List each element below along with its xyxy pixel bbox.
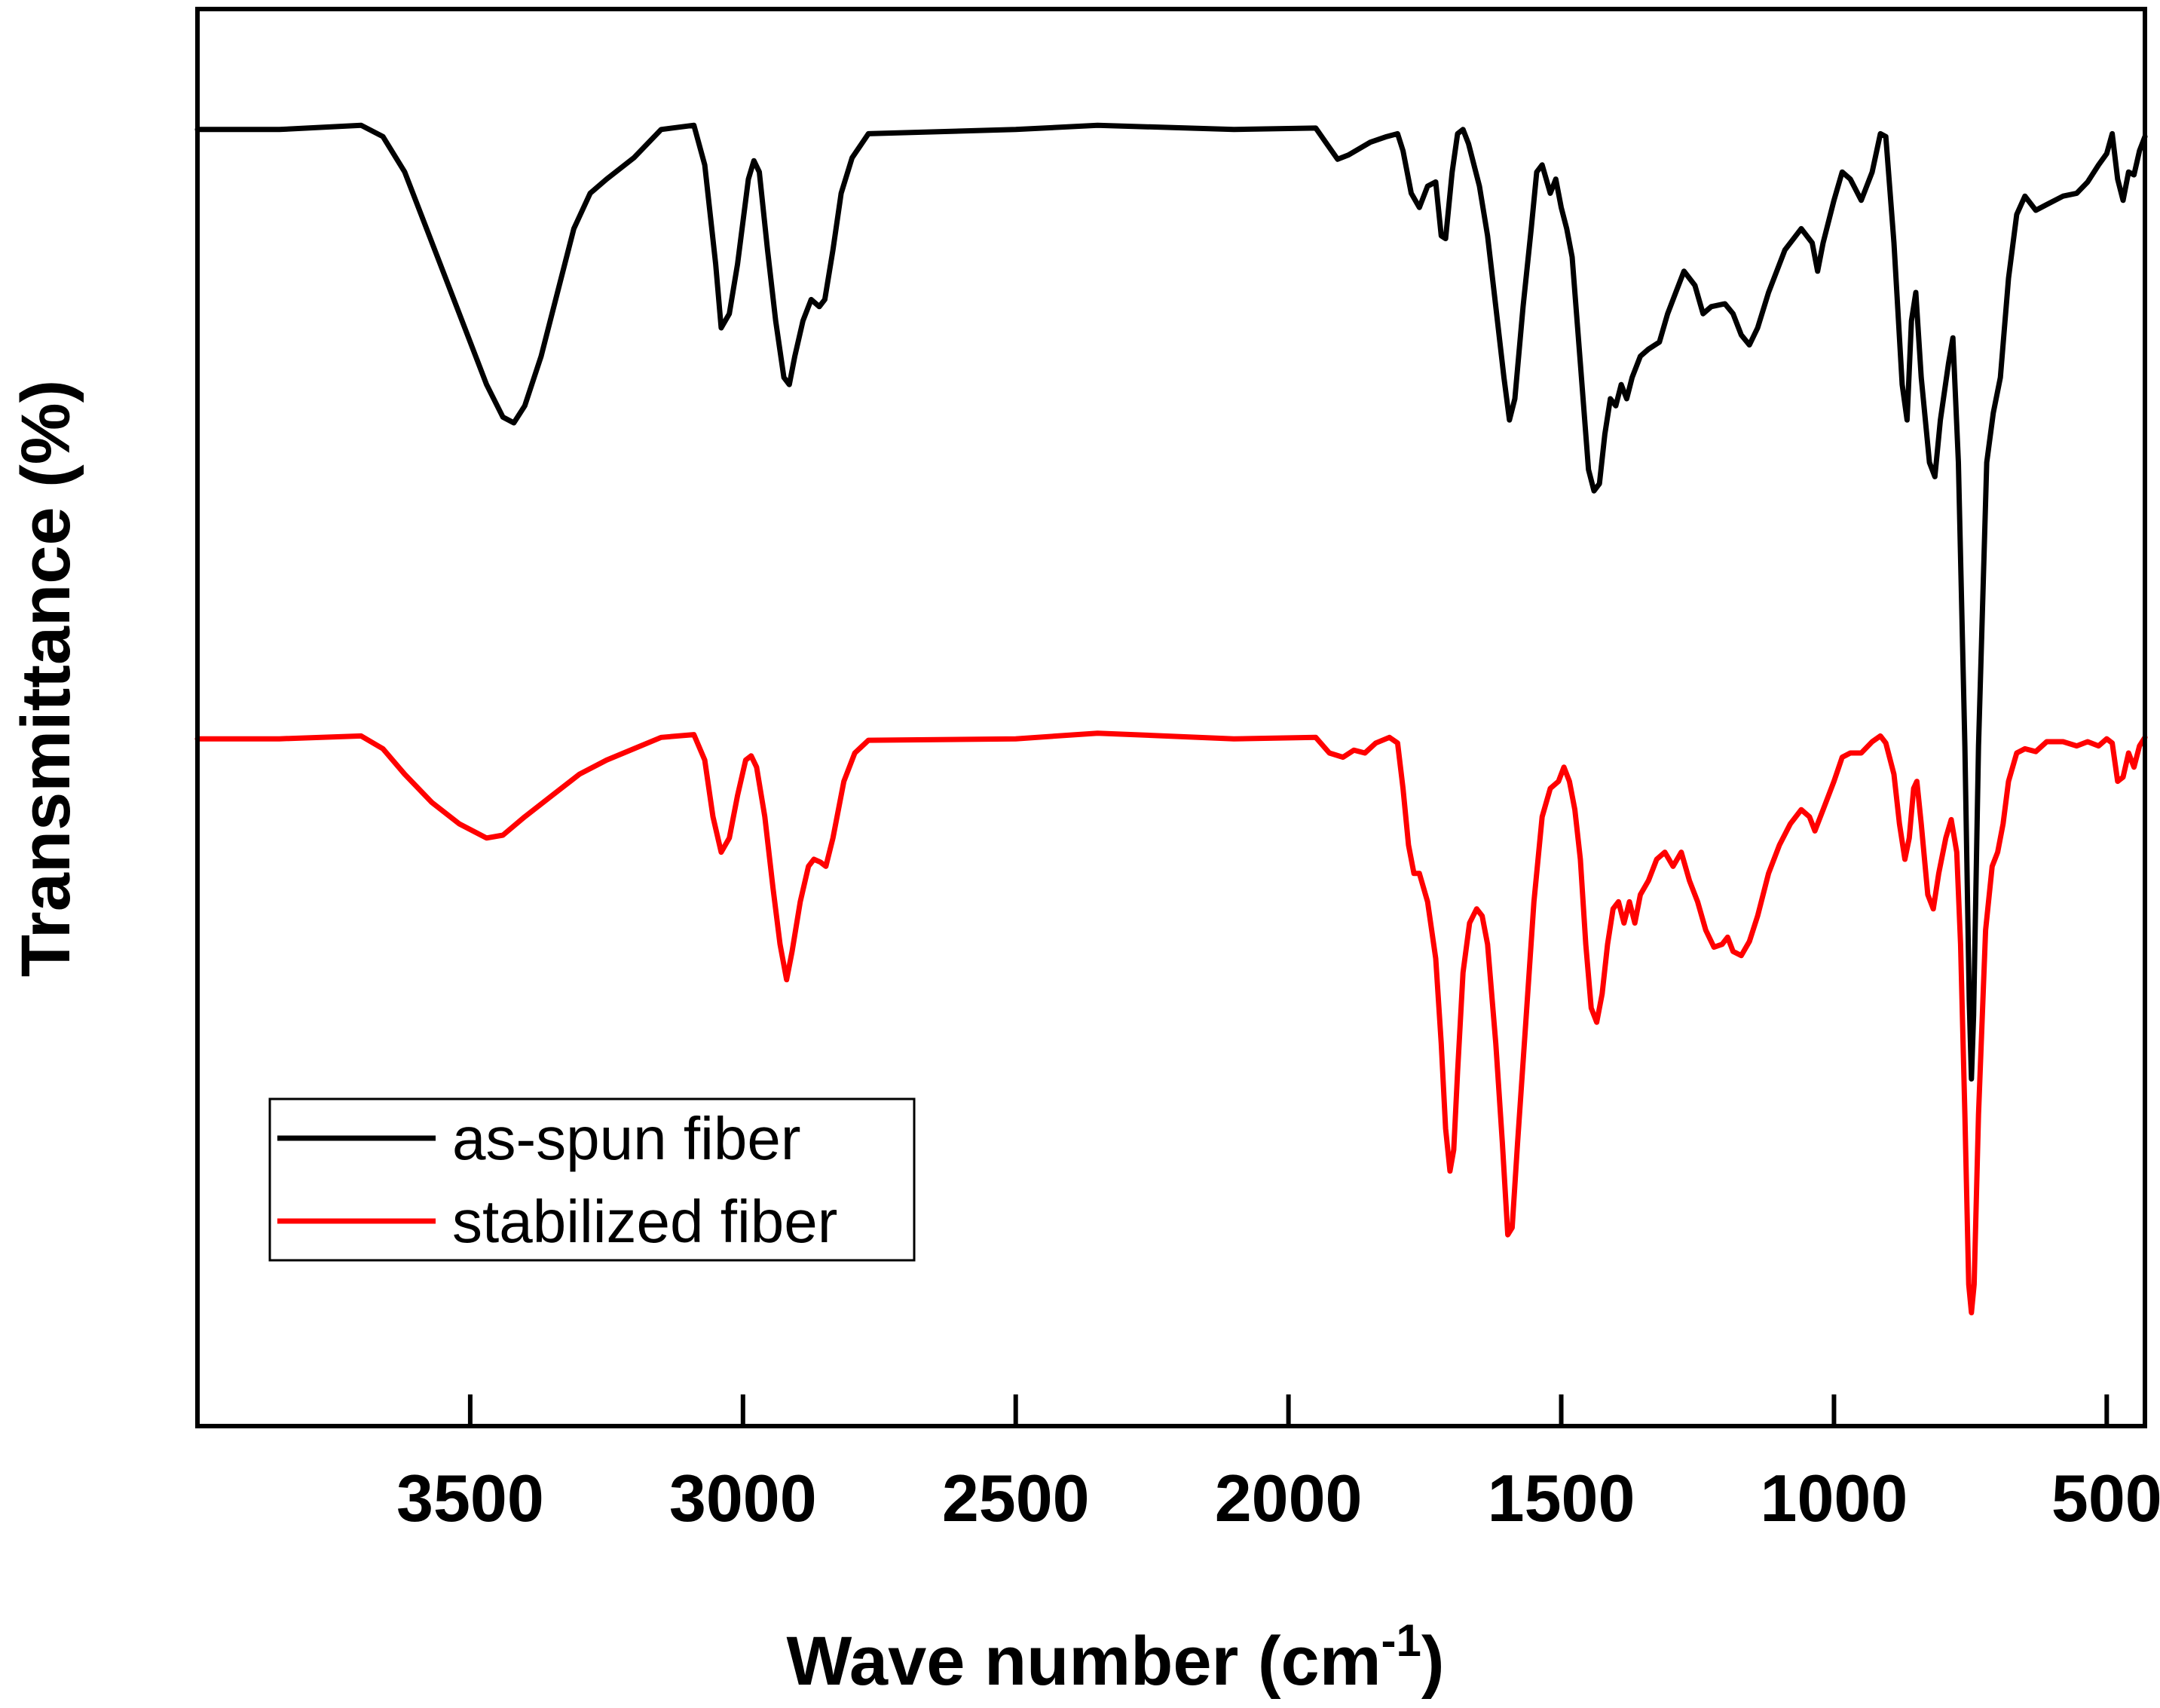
series-layer	[194, 122, 2148, 1316]
x-axis-tick-labels: 3500 3000 2500 2000 1500 1000 500	[396, 1461, 2160, 1535]
legend-box	[268, 1097, 916, 1262]
legend: as-spun fiber stabilized fiber	[268, 1097, 916, 1262]
plot-frame	[195, 7, 2147, 1428]
legend-label-as-spun: as-spun fiber	[452, 1105, 800, 1172]
x-tick-label-500: 500	[2051, 1461, 2160, 1535]
x-tick-label-1000: 1000	[1761, 1461, 1908, 1535]
y-axis-title: Transmittance (%)	[8, 380, 84, 977]
x-axis-title-end: )	[1421, 1623, 1445, 1700]
x-axis-title-superscript: -1	[1381, 1615, 1421, 1666]
x-tick-label-2500: 2500	[942, 1461, 1090, 1535]
x-axis-title-main: Wave number (cm	[786, 1623, 1381, 1700]
x-axis-ticks	[467, 1394, 2110, 1426]
x-tick-label-3500: 3500	[396, 1461, 544, 1535]
x-tick-label-1500: 1500	[1488, 1461, 1635, 1535]
plot-area	[194, 7, 2148, 1428]
x-tick-label-3000: 3000	[669, 1461, 817, 1535]
series-line-as-spun-fiber	[194, 122, 2148, 1082]
series-line-stabilized-fiber	[194, 730, 2148, 1316]
x-axis-title: Wave number (cm-1)	[786, 1615, 1444, 1700]
legend-label-stabilized: stabilized fiber	[452, 1188, 837, 1255]
x-tick-label-2000: 2000	[1215, 1461, 1363, 1535]
